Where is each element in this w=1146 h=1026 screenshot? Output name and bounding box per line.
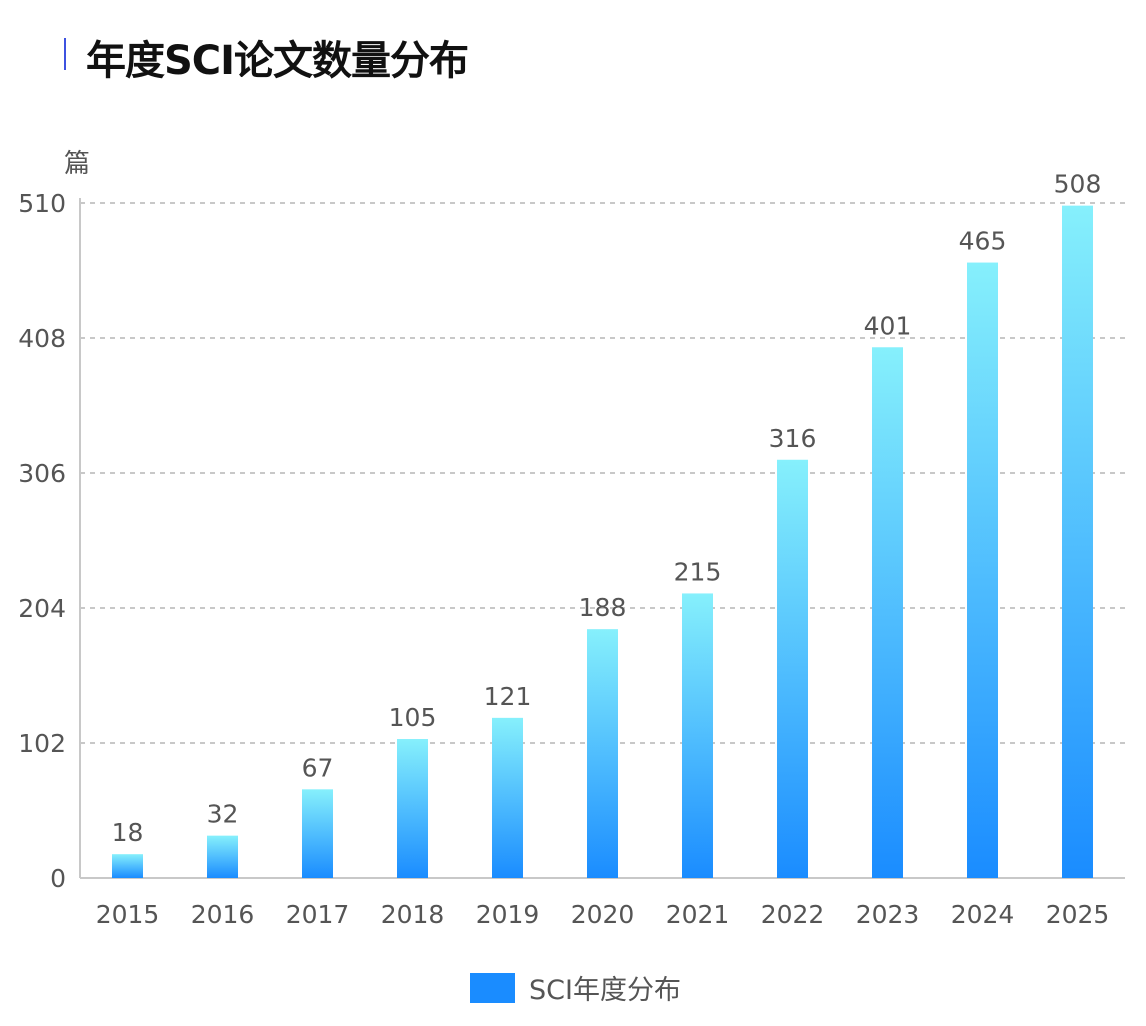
bar-value-label: 105 xyxy=(389,703,437,732)
y-tick-label: 0 xyxy=(50,864,66,893)
bar-2023 xyxy=(872,347,903,878)
bar-2017 xyxy=(302,789,333,878)
bar-2016 xyxy=(207,835,238,878)
bar-value-label: 401 xyxy=(864,311,912,340)
x-tick-label: 2025 xyxy=(1046,900,1110,929)
bar-2024 xyxy=(967,262,998,878)
bar-value-label: 508 xyxy=(1054,170,1102,199)
bar-2015 xyxy=(112,854,143,878)
bar-2025 xyxy=(1062,205,1093,878)
page-title: 年度SCI论文数量分布 xyxy=(86,38,469,84)
bar-value-label: 465 xyxy=(959,227,1007,256)
x-tick-label: 2018 xyxy=(381,900,445,929)
legend[interactable]: SCI年度分布 xyxy=(470,968,681,1007)
y-tick-label: 306 xyxy=(18,459,66,488)
x-tick-label: 2021 xyxy=(666,900,730,929)
y-tick-label: 510 xyxy=(18,189,66,218)
bar-2018 xyxy=(397,739,428,878)
bar-value-label: 215 xyxy=(674,557,722,586)
x-tick-label: 2020 xyxy=(571,900,635,929)
y-tick-label: 204 xyxy=(18,594,66,623)
x-tick-label: 2024 xyxy=(951,900,1015,929)
x-tick-label: 2023 xyxy=(856,900,920,929)
bar-2020 xyxy=(587,629,618,878)
y-axis-unit-label: 篇 xyxy=(64,149,90,179)
x-tick-label: 2022 xyxy=(761,900,825,929)
bar-2019 xyxy=(492,717,523,878)
bar-value-label: 18 xyxy=(112,818,144,847)
legend-label[interactable]: SCI年度分布 xyxy=(529,975,681,1006)
x-tick-label: 2019 xyxy=(476,900,540,929)
bar-2022 xyxy=(777,459,808,878)
bar-value-label: 316 xyxy=(769,424,817,453)
title-accent-bar xyxy=(64,38,66,70)
y-tick-label: 408 xyxy=(18,324,66,353)
bar-2021 xyxy=(682,593,713,878)
x-tick-label: 2015 xyxy=(96,900,160,929)
x-tick-label: 2017 xyxy=(286,900,350,929)
y-tick-label: 102 xyxy=(18,729,66,758)
bar-value-label: 121 xyxy=(484,682,532,711)
legend-swatch[interactable] xyxy=(470,972,515,1003)
bar-value-label: 32 xyxy=(207,800,239,829)
bar-value-label: 188 xyxy=(579,593,627,622)
x-tick-label: 2016 xyxy=(191,900,255,929)
bar-value-label: 67 xyxy=(302,753,334,782)
